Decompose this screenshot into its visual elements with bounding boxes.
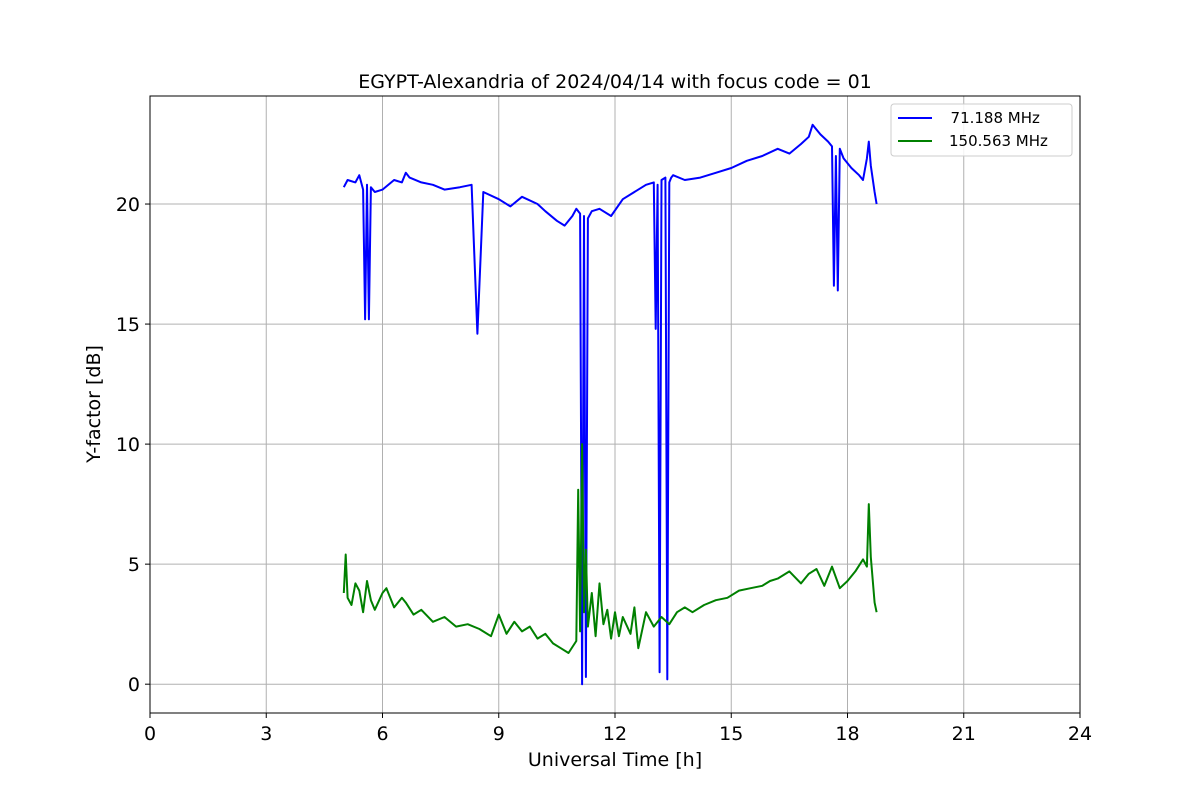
x-tick-label-7: 21: [952, 723, 976, 745]
series-layer: [342, 123, 878, 686]
legend-label-150mhz: 150.563 MHz: [949, 132, 1048, 150]
x-tick-label-2: 6: [376, 723, 388, 745]
x-tick-label-0: 0: [144, 723, 156, 745]
legend-label-71mhz: 71.188 MHz: [941, 109, 1040, 127]
x-tick-label-1: 3: [260, 723, 272, 745]
chart-title: EGYPT-Alexandria of 2024/04/14 with focu…: [358, 71, 872, 93]
x-tick-label-6: 18: [835, 723, 859, 745]
y-tick-label-3: 15: [116, 314, 140, 336]
series-line-0: [342, 123, 878, 686]
x-axis-label: Universal Time [h]: [528, 749, 702, 771]
x-tick-label-3: 9: [493, 723, 505, 745]
y-tick-label-0: 0: [128, 674, 140, 696]
y-tick-label-2: 10: [116, 434, 140, 456]
series-line-1: [342, 443, 878, 654]
y-tick-label-4: 20: [116, 194, 140, 216]
x-tick-label-8: 24: [1068, 723, 1092, 745]
legend: 71.188 MHz 150.563 MHz: [890, 103, 1073, 157]
x-tick-label-5: 15: [719, 723, 743, 745]
y-axis-label: Y-factor [dB]: [83, 345, 105, 464]
legend-box: [890, 103, 1073, 157]
y-tick-label-1: 5: [128, 554, 140, 576]
x-tick-label-4: 12: [603, 723, 627, 745]
ticks: 0 3 6 9 12 15 18 21 24 0 5 10 15 20: [116, 194, 1092, 745]
